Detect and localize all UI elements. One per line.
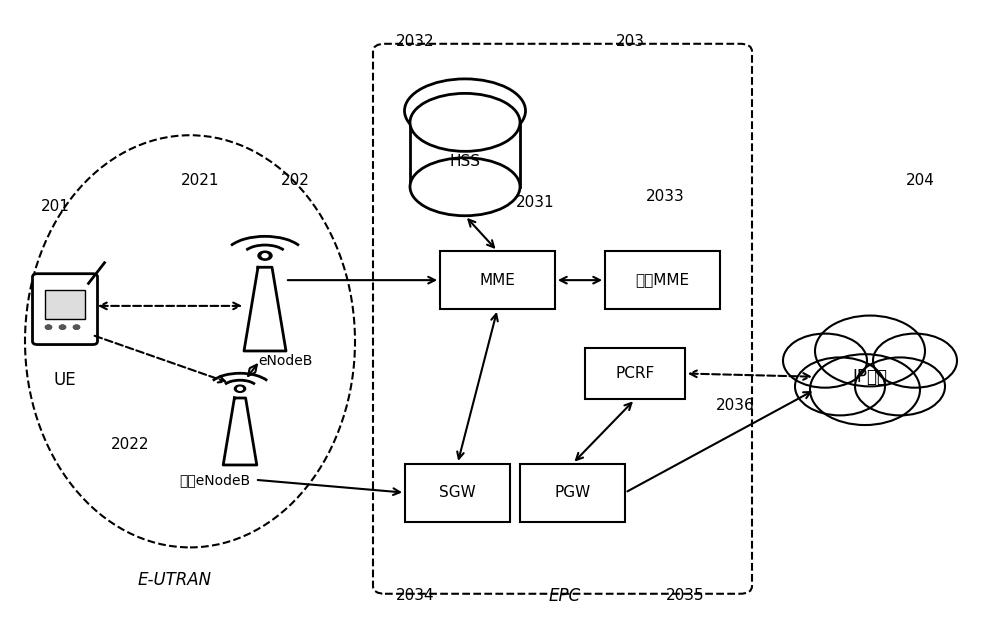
- Circle shape: [258, 251, 272, 260]
- Text: IP业务: IP业务: [852, 368, 888, 386]
- Polygon shape: [223, 398, 257, 465]
- FancyBboxPatch shape: [440, 251, 555, 309]
- FancyBboxPatch shape: [605, 251, 720, 309]
- Text: UE: UE: [54, 371, 76, 389]
- Text: E-UTRAN: E-UTRAN: [138, 571, 212, 589]
- Text: PGW: PGW: [554, 485, 591, 500]
- Text: 2032: 2032: [396, 34, 434, 50]
- Circle shape: [60, 325, 66, 329]
- Text: 2034: 2034: [396, 588, 434, 603]
- Text: 2021: 2021: [181, 173, 219, 188]
- Text: eNodeB: eNodeB: [258, 354, 312, 368]
- Ellipse shape: [410, 93, 520, 151]
- Circle shape: [815, 316, 925, 386]
- Circle shape: [74, 325, 80, 329]
- Ellipse shape: [404, 79, 526, 142]
- Text: 202: 202: [281, 173, 309, 188]
- Polygon shape: [244, 267, 286, 351]
- Text: 2031: 2031: [516, 195, 554, 211]
- Text: EPC: EPC: [549, 587, 581, 605]
- Circle shape: [783, 334, 867, 388]
- Text: 2022: 2022: [111, 437, 149, 452]
- Circle shape: [60, 325, 66, 329]
- Text: SGW: SGW: [439, 485, 476, 500]
- Circle shape: [74, 325, 80, 329]
- Text: 203: 203: [616, 34, 644, 50]
- FancyBboxPatch shape: [410, 122, 520, 187]
- FancyBboxPatch shape: [405, 464, 510, 522]
- Text: HSS: HSS: [450, 153, 480, 169]
- FancyBboxPatch shape: [33, 274, 98, 345]
- Circle shape: [262, 254, 268, 258]
- Circle shape: [855, 357, 945, 415]
- Circle shape: [46, 325, 52, 329]
- Circle shape: [238, 387, 242, 390]
- Circle shape: [46, 325, 52, 329]
- Circle shape: [810, 354, 920, 425]
- Text: 其它eNodeB: 其它eNodeB: [179, 473, 251, 487]
- Text: 2033: 2033: [646, 189, 684, 204]
- FancyBboxPatch shape: [585, 348, 685, 399]
- Circle shape: [873, 334, 957, 388]
- Circle shape: [74, 325, 80, 329]
- Text: 2035: 2035: [666, 588, 704, 603]
- Text: 其它MME: 其它MME: [635, 272, 690, 288]
- Text: MME: MME: [480, 272, 515, 288]
- Circle shape: [234, 385, 246, 392]
- Circle shape: [60, 325, 66, 329]
- Text: 201: 201: [41, 198, 69, 214]
- Circle shape: [795, 357, 885, 415]
- Text: 204: 204: [906, 173, 934, 188]
- Text: PCRF: PCRF: [615, 366, 655, 381]
- FancyBboxPatch shape: [45, 290, 84, 319]
- Text: 2036: 2036: [716, 398, 754, 413]
- Ellipse shape: [410, 158, 520, 216]
- Circle shape: [46, 325, 52, 329]
- FancyBboxPatch shape: [520, 464, 625, 522]
